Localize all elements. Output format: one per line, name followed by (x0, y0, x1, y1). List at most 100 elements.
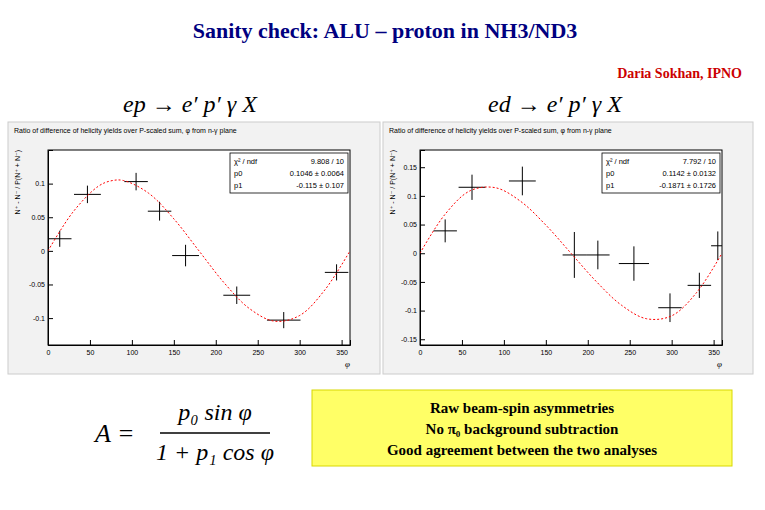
x-tick: 250 (252, 340, 264, 356)
x-tick-mark (714, 340, 715, 345)
x-tick-mark (546, 340, 547, 345)
note-line: Raw beam-spin asymmetries (430, 400, 614, 416)
x-tick-mark (588, 340, 589, 345)
y-tick-label: 0.15 (403, 164, 417, 171)
y-error-bar (669, 293, 670, 322)
x-error-bar (711, 245, 722, 246)
data-point (586, 241, 609, 270)
x-tick-mark (462, 340, 463, 345)
y-error-bar (717, 231, 718, 260)
data-point (48, 231, 71, 247)
x-tick-label: 150 (168, 349, 180, 356)
stats-value: -0.115 ± 0.107 (296, 181, 344, 190)
stats-value: 0.1046 ± 0.0064 (290, 169, 344, 178)
stats-label: p0 (606, 169, 614, 178)
y-axis-title: N⁺ - N⁻ / P(N⁺ + N⁻) (14, 150, 22, 214)
x-tick-label: 250 (624, 349, 636, 356)
y-error-bar (185, 245, 186, 267)
stats-label: p1 (234, 181, 242, 190)
fit-curve (420, 187, 722, 319)
y-error-bar (236, 287, 237, 304)
plot-frame (48, 150, 350, 345)
plot-area (48, 150, 350, 345)
y-tick-mark (48, 217, 53, 218)
x-tick-mark (300, 340, 301, 345)
slide-title: Sanity check: ALU – proton in NH3/ND3 (193, 18, 578, 43)
y-tick: -0.05 (29, 281, 53, 288)
note-box: Raw beam-spin asymmetriesNo π₀ backgroun… (312, 390, 732, 466)
y-tick-mark (48, 318, 53, 319)
y-tick-mark (48, 184, 53, 185)
x-tick: 200 (582, 340, 594, 356)
y-tick-label: -0.05 (29, 281, 45, 288)
y-tick: 0.15 (403, 164, 425, 171)
y-tick-mark (420, 253, 425, 254)
data-area (420, 167, 722, 322)
y-tick-label: 0.1 (35, 180, 45, 187)
canvas (383, 122, 753, 374)
y-tick-mark (48, 251, 53, 252)
y-error-bar (87, 186, 88, 203)
stats-label: p1 (606, 181, 614, 190)
y-error-bar (59, 231, 60, 247)
data-point (74, 186, 101, 203)
x-tick-label: 200 (582, 349, 594, 356)
y-tick: 0 (413, 250, 425, 257)
y-tick-mark (420, 311, 425, 312)
x-tick-mark (504, 340, 505, 345)
x-axis: 050100150200250300350 (419, 340, 723, 356)
x-tick-label: 50 (87, 349, 95, 356)
x-tick: 100 (499, 340, 511, 356)
x-tick-mark (90, 340, 91, 345)
x-tick-label: 100 (499, 349, 511, 356)
chart-panel: ed → e′ p′ γ XRatio of difference of hel… (383, 91, 753, 374)
y-error-bar (283, 312, 284, 328)
y-tick-label: -0.1 (405, 307, 417, 314)
x-tick: 100 (127, 340, 139, 356)
formula: A =p₀ sin φ1 + p₁ cos φ (93, 399, 274, 465)
data-point (433, 219, 456, 242)
y-tick-mark (420, 225, 425, 226)
x-tick-label: 0 (419, 349, 423, 356)
x-tick: 50 (459, 340, 467, 356)
x-tick-mark (342, 340, 343, 345)
data-point (172, 245, 199, 267)
stats-value: 7.792 / 10 (683, 157, 716, 166)
x-tick-label: 200 (210, 349, 222, 356)
author: Daria Sokhan, IPNO (617, 66, 742, 81)
y-error-bar (633, 246, 634, 280)
x-tick-label: 350 (336, 349, 348, 356)
x-tick-label: 300 (666, 349, 678, 356)
y-axis: -0.1-0.0500.050.1 (29, 151, 53, 346)
stats-frame (230, 153, 348, 193)
y-tick-mark (420, 196, 425, 197)
x-axis-title: φ (717, 359, 722, 369)
stats-value: -0.1871 ± 0.1726 (659, 181, 716, 190)
y-error-bar (136, 173, 137, 190)
chart-title: ep → e′ p′ γ X (123, 91, 258, 117)
data-point (509, 167, 536, 196)
stats-value: 0.1142 ± 0.0132 (662, 169, 716, 178)
y-tick-mark (420, 167, 425, 168)
x-tick-mark (630, 340, 631, 345)
x-tick: 300 (294, 340, 306, 356)
x-axis: 050100150200250300350 (47, 340, 351, 356)
chart-title: ed → e′ p′ γ X (488, 91, 623, 117)
note-background (312, 390, 732, 466)
fit-curve (48, 180, 350, 322)
x-tick: 50 (87, 340, 95, 356)
y-tick: 0.05 (403, 221, 425, 228)
formula-lhs: A = (93, 419, 134, 448)
y-error-bar (472, 175, 473, 200)
plot-frame (420, 150, 722, 345)
y-error-bar (336, 264, 337, 280)
x-tick-mark (258, 340, 259, 345)
y-error-bar (445, 219, 446, 242)
y-tick-label: 0.05 (31, 214, 45, 221)
chart-panel: ep → e′ p′ γ XRatio of difference of hel… (8, 91, 380, 374)
y-error-bar (574, 232, 575, 278)
x-tick-label: 100 (127, 349, 139, 356)
plot-area (420, 150, 722, 345)
y-error-bar (159, 202, 160, 221)
x-tick-label: 150 (540, 349, 552, 356)
